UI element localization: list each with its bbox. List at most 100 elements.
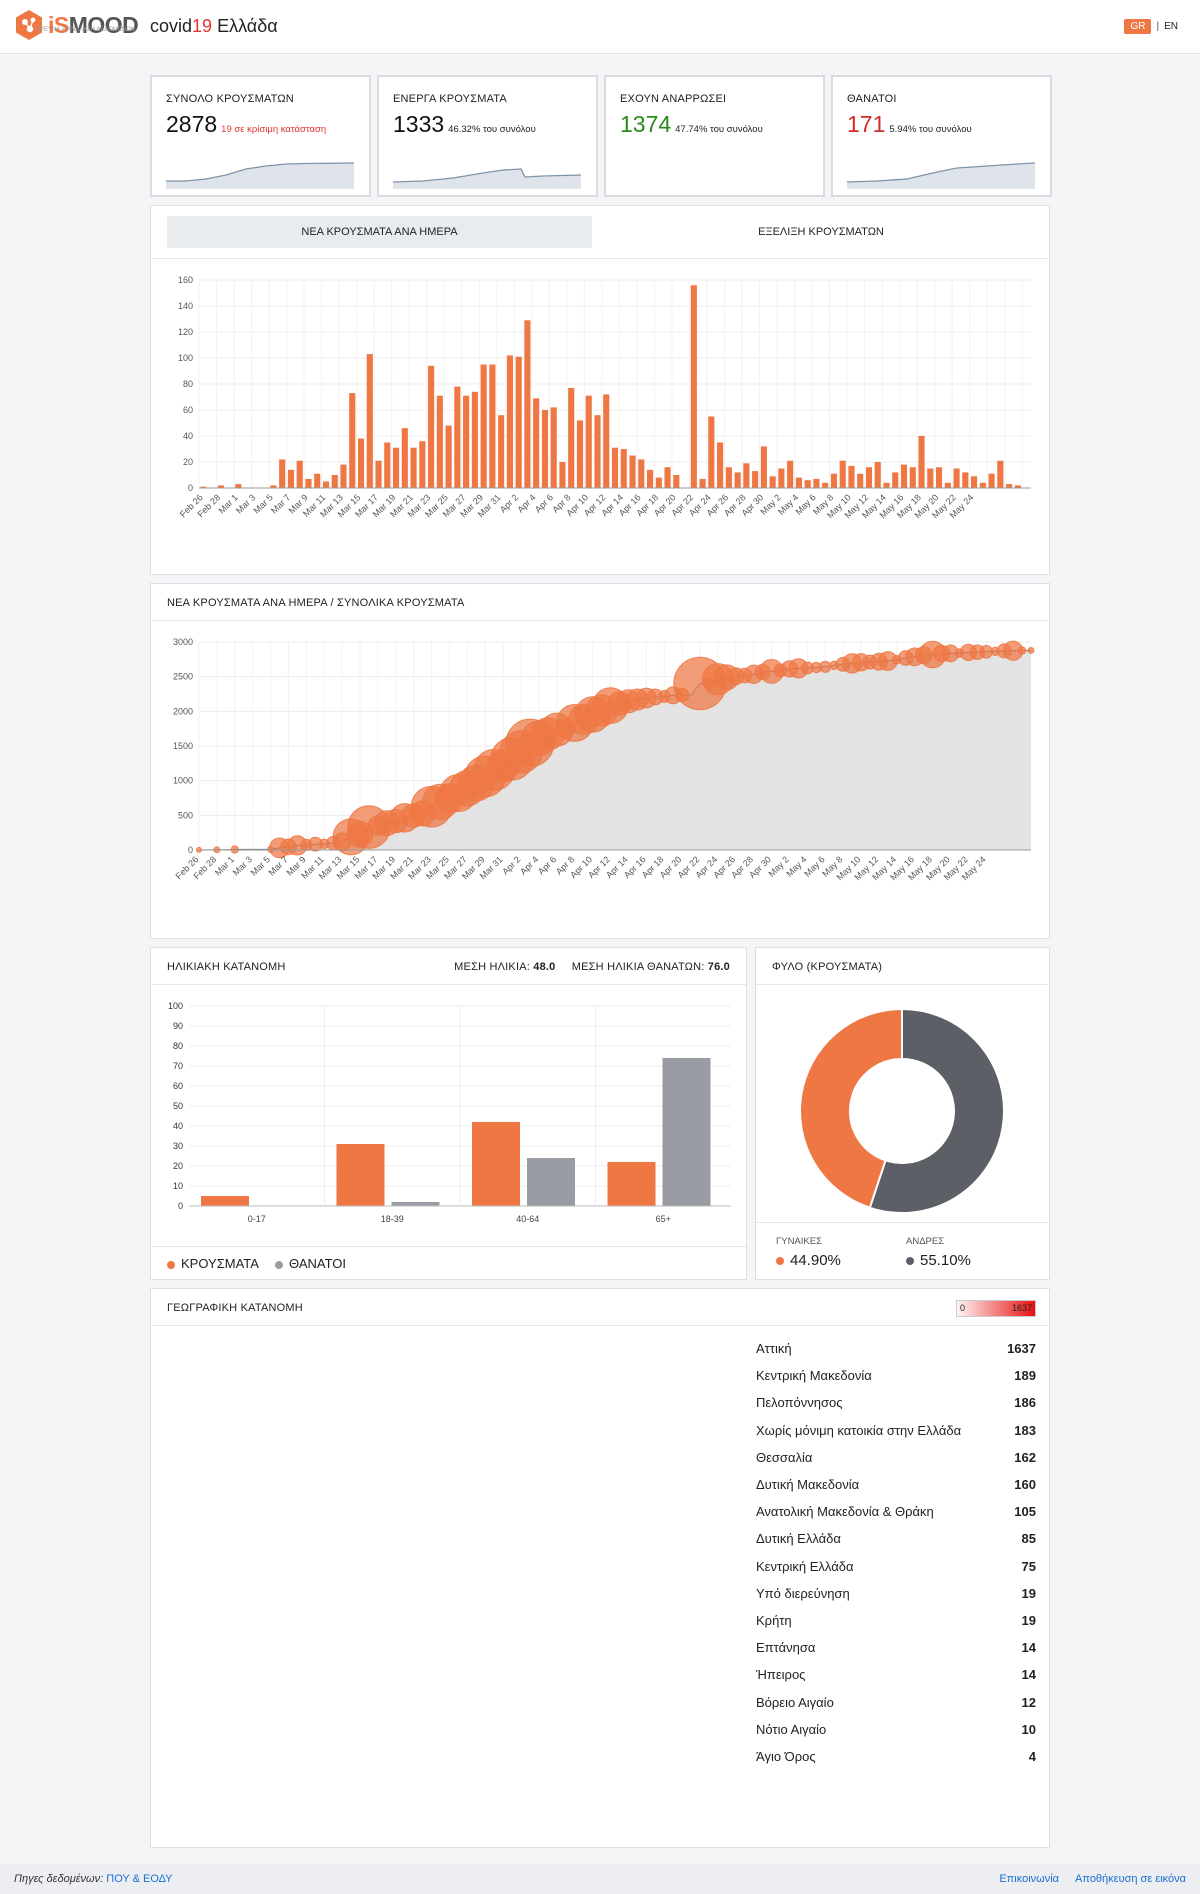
women-value: 44.90% <box>776 1252 841 1269</box>
divider <box>151 984 746 985</box>
bar <box>550 407 557 488</box>
y-tick-label: 0 <box>188 845 193 855</box>
bar <box>524 320 531 488</box>
bar <box>515 356 522 488</box>
bar <box>874 462 881 488</box>
logo-wordmark: iSMOOD <box>48 11 139 38</box>
divider <box>151 258 1049 259</box>
tab-daily-cases[interactable]: ΝΕΑ ΚΡΟΥΣΜΑΤΑ ΑΝΑ ΗΜΕΡΑ <box>167 216 592 248</box>
stat-number: 1374 <box>620 111 672 137</box>
contact-link[interactable]: Επικοινωνία <box>999 1873 1060 1885</box>
bar <box>611 447 619 488</box>
bar <box>822 482 829 488</box>
bar <box>392 447 400 488</box>
bar <box>690 285 697 488</box>
y-tick-label: 80 <box>173 1041 183 1051</box>
bar <box>585 395 592 488</box>
donut-slice-men <box>868 1007 1005 1214</box>
stat-value: 1374 47.74% του συνόλου <box>620 111 763 138</box>
bar <box>217 485 224 488</box>
region-name: Νότιο Αιγαίο <box>756 1721 827 1737</box>
region-value: 160 <box>1014 1477 1036 1492</box>
bar <box>673 475 680 488</box>
bar <box>664 467 671 488</box>
cumulative-area <box>199 650 1031 850</box>
region-row: Αττική 1637 <box>756 1341 1036 1368</box>
lang-en-button[interactable]: EN <box>1164 21 1178 32</box>
stat-number: 171 <box>847 111 886 137</box>
y-tick-label: 100 <box>178 353 193 363</box>
bar <box>366 354 373 488</box>
y-tick-label: 20 <box>183 457 193 467</box>
divider <box>151 1325 1049 1326</box>
bar-deaths <box>527 1158 575 1206</box>
region-row: Δυτική Μακεδονία 160 <box>756 1477 1036 1504</box>
stat-subtext: 5.94% του συνόλου <box>889 124 972 135</box>
bar <box>900 464 908 488</box>
sparkline <box>393 168 581 189</box>
divider <box>756 984 1049 985</box>
bar <box>436 395 443 488</box>
bar <box>760 446 767 488</box>
x-tick-label: Apr 4 <box>515 492 537 514</box>
donut-slice-women <box>799 1007 903 1210</box>
bar <box>935 467 943 488</box>
legend-item-cases[interactable]: ΚΡΟΥΣΜΑΤΑ <box>167 1256 259 1271</box>
region-row: Ήπειρος 14 <box>756 1667 1036 1694</box>
y-tick-label: 500 <box>178 810 193 820</box>
region-name: Κεντρική Ελλάδα <box>756 1558 854 1574</box>
geographic-distribution-card: ΓΕΩΓΡΑΦΙΚΗ ΚΑΤΑΝΟΜΗ 0 1637 Αττική 1637 Κεν… <box>150 1288 1050 1848</box>
bar <box>997 460 1004 488</box>
ismood-logo[interactable]: iSMOOD <box>14 9 139 41</box>
lang-gr-button[interactable]: GR <box>1124 19 1152 34</box>
bar-cases <box>336 1144 385 1206</box>
y-tick-label: 50 <box>173 1101 183 1111</box>
bar <box>489 364 496 488</box>
bar <box>883 482 890 488</box>
men-label: ΑΝΔΡΕΣ <box>906 1236 945 1247</box>
stat-label: ΕΝΕΡΓΑ ΚΡΟΥΣΜΑΤΑ <box>393 93 507 105</box>
bar <box>445 425 452 488</box>
bar <box>498 415 505 488</box>
region-name: Αττική <box>756 1341 792 1356</box>
region-value: 19 <box>1021 1613 1036 1628</box>
page-title: covid19 Ελλάδα <box>150 16 278 36</box>
section-title: ΦΥΛΟ (ΚΡΟΥΣΜΑΤΑ) <box>772 961 883 973</box>
bar <box>971 476 978 488</box>
bar <box>865 467 873 488</box>
bar <box>620 449 627 488</box>
bar <box>804 480 811 488</box>
save-image-link[interactable]: Αποθήκευση σε εικόνα <box>1075 1873 1186 1885</box>
sources-link[interactable]: ΠΟΥ & ΕΟΔΥ <box>106 1873 173 1885</box>
tab-cases-evolution[interactable]: ΕΞΕΛΙΞΗ ΚΡΟΥΣΜΑΤΩΝ <box>758 226 884 238</box>
x-tick-label: 40-64 <box>516 1214 539 1224</box>
y-tick-label: 10 <box>173 1181 183 1191</box>
bar <box>708 416 715 488</box>
x-tick-label: Apr 6 <box>533 492 555 514</box>
bar <box>813 478 820 488</box>
bar <box>944 482 951 488</box>
bar <box>270 485 277 488</box>
mean-age-label: ΜΕΣΗ ΗΛΙΚΙΑ: <box>454 961 531 973</box>
region-name: Χωρίς μόνιμη κατοικία στην Ελλάδα <box>756 1422 962 1438</box>
bar <box>454 386 461 488</box>
region-value: 19 <box>1021 1585 1036 1601</box>
mean-age-value: 48.0 <box>533 961 556 973</box>
region-value: 75 <box>1021 1558 1036 1574</box>
region-row: Υπό διερεύνηση 19 <box>756 1586 1036 1613</box>
bar <box>603 394 610 488</box>
bar <box>646 469 654 488</box>
y-tick-label: 0 <box>188 483 193 493</box>
region-name: Υπό διερεύνηση <box>756 1585 850 1601</box>
bar <box>892 472 899 488</box>
sparkline <box>166 162 354 189</box>
bar <box>305 478 312 488</box>
bar <box>463 395 470 488</box>
legend-item-deaths[interactable]: ΘΑΝΑΤΟΙ <box>274 1256 346 1271</box>
region-value: 10 <box>1021 1721 1036 1737</box>
region-value: 12 <box>1021 1694 1036 1710</box>
region-row: Επτάνησα 14 <box>756 1640 1036 1667</box>
bar <box>279 459 286 488</box>
region-value: 105 <box>1014 1504 1036 1520</box>
